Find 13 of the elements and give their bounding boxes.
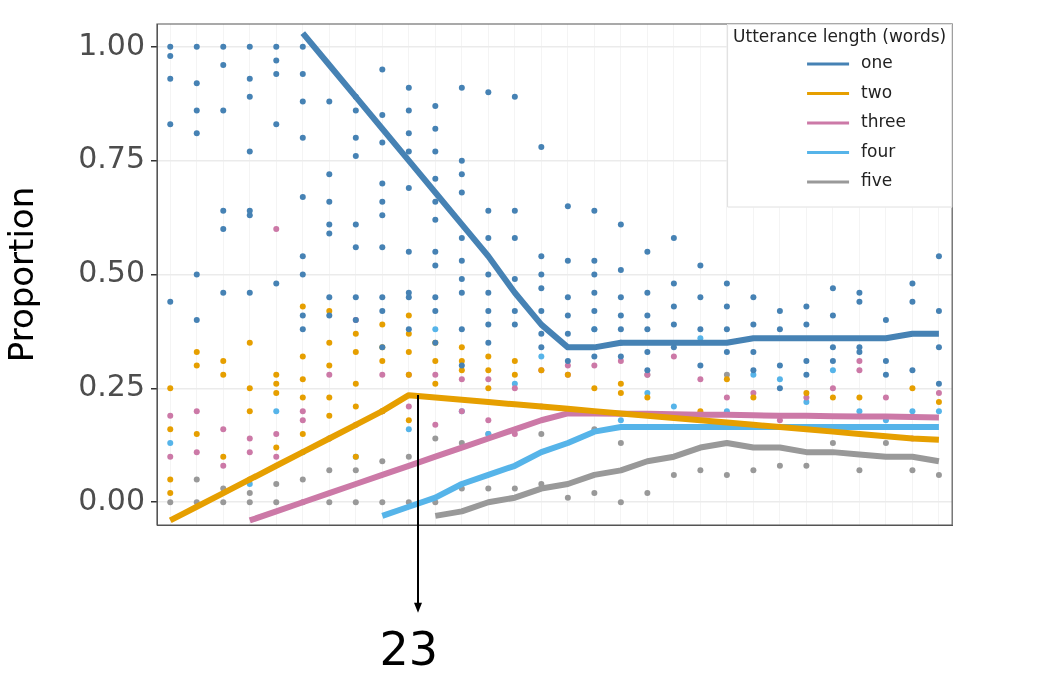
y-axis-title: Proportion: [1, 186, 42, 363]
legend-label: four: [861, 140, 896, 161]
y-tick-label: 0.25: [78, 368, 145, 404]
y-tick-label: 1.00: [78, 26, 145, 62]
legend-label: two: [861, 81, 893, 102]
y-tick-label: 0.00: [78, 482, 145, 518]
y-tick-label: 0.50: [78, 254, 145, 290]
legend-label: three: [861, 111, 907, 132]
x-tick-label: 23: [379, 621, 439, 676]
legend-label: five: [861, 170, 893, 191]
y-tick-label: 0.75: [78, 140, 145, 176]
legend-title: Utterance length (words): [733, 26, 947, 47]
legend-label: one: [861, 52, 893, 73]
